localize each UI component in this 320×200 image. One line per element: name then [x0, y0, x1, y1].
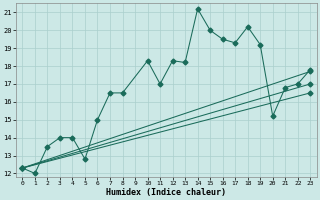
X-axis label: Humidex (Indice chaleur): Humidex (Indice chaleur) — [106, 188, 226, 197]
